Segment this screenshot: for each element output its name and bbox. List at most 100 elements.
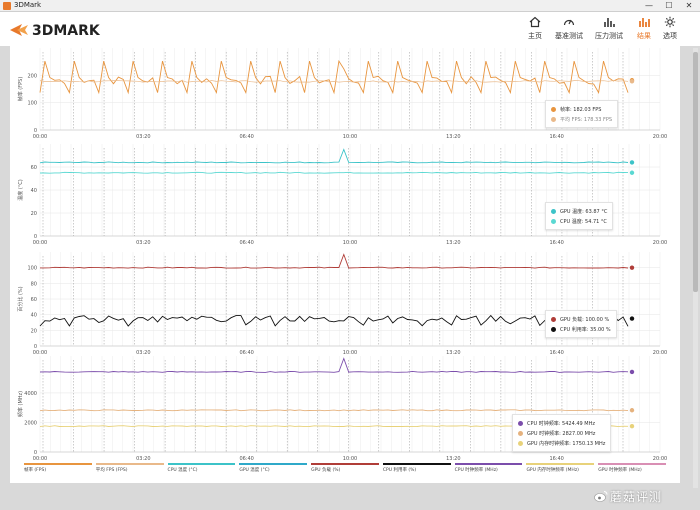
y-tick-label: 20: [31, 328, 37, 334]
x-tick-label: 00:00: [33, 456, 47, 462]
series-line-3-0: [39, 357, 629, 373]
svg-text:3DMARK: 3DMARK: [32, 23, 101, 39]
x-tick-label: 13:20: [446, 456, 460, 462]
nav-home[interactable]: 主页: [520, 16, 550, 46]
legend-row: GPU 温度: 63.87 °C: [551, 206, 607, 216]
series-end-point: [629, 316, 635, 321]
nav-stress-tests-label: 压力测试: [595, 32, 623, 40]
app-header: 3DMARK 主页 基准测试 压力测试 结果 选项: [0, 12, 700, 46]
maximize-button[interactable]: ☐: [665, 1, 673, 10]
x-tick-label: 03:20: [136, 240, 150, 246]
series-line-0-0: [39, 59, 629, 95]
series-legend-label: GPU 负载 (%): [311, 468, 341, 473]
legend-dot: [518, 440, 523, 446]
x-tick-label: 03:20: [136, 456, 150, 462]
x-tick-label: 20:00: [653, 240, 667, 246]
title-bar: 3DMark — ☐ ✕: [0, 0, 700, 12]
nav-options[interactable]: 选项: [655, 16, 685, 46]
y-tick-label: 60: [31, 165, 37, 171]
nav-benchmarks[interactable]: 基准测试: [554, 16, 584, 46]
bar-chart-icon: [604, 18, 615, 27]
series-legend-item[interactable]: CPU 温度 (°C): [167, 463, 236, 477]
series-end-point: [629, 408, 635, 413]
series-legend-item[interactable]: 帧率 (FPS): [24, 463, 92, 477]
legend-dot: [551, 316, 556, 322]
y-tick-label: 4000: [24, 391, 37, 397]
series-legend-item[interactable]: GPU 负载 (%): [311, 463, 379, 477]
x-tick-label: 10:00: [343, 350, 357, 356]
x-tick-label: 06:40: [239, 456, 253, 462]
series-legend-swatch: [598, 463, 666, 465]
watermark: 蘑菇评测: [610, 490, 663, 504]
series-legend-swatch: [95, 463, 164, 465]
x-tick-label: 10:00: [343, 240, 357, 246]
series-end-point: [629, 369, 635, 375]
3dmark-logo[interactable]: 3DMARK: [8, 19, 118, 41]
x-tick-label: 10:00: [343, 134, 357, 140]
scrollbar-thumb[interactable]: [693, 52, 698, 292]
x-tick-label: 06:40: [239, 240, 253, 246]
legend-dot: [551, 218, 556, 224]
y-tick-label: 200: [27, 73, 37, 79]
legend-dot: [518, 430, 523, 436]
x-tick-label: 20:00: [653, 134, 667, 140]
nav-options-label: 选项: [663, 32, 677, 40]
x-tick-label: 00:00: [33, 134, 47, 140]
series-line-1-1: [40, 171, 629, 174]
app-icon: [3, 2, 11, 10]
y-tick-label: 0: [34, 450, 37, 456]
legend-row: GPU 时钟频率: 2827.00 MHz: [518, 428, 605, 438]
series-line-2-0: [40, 253, 629, 269]
chart-panel-1: 0 20 40 60 温度 (°C) 00:00 03:20 06:40 10:00 13:20 1…: [17, 144, 667, 246]
legend-row: GPU 内存时钟频率: 1750.13 MHz: [518, 438, 605, 448]
series-legend-item[interactable]: GPU 温度 (°C): [239, 463, 308, 477]
legend-dot: [551, 116, 556, 122]
y-tick-label: 60: [31, 297, 37, 303]
x-tick-label: 16:40: [549, 240, 563, 246]
series-legend-swatch: [526, 463, 595, 465]
series-legend-swatch: [311, 463, 379, 465]
legend-row: GPU 负载: 100.00 %: [551, 314, 611, 324]
series-legend-label: CPU 温度 (°C): [167, 468, 198, 473]
close-button[interactable]: ✕: [685, 1, 693, 10]
legend-dot: [551, 106, 556, 112]
legend-dot: [518, 420, 523, 426]
x-tick-label: 20:00: [653, 456, 667, 462]
series-legend-item[interactable]: CPU 时钟频率 (MHz): [454, 463, 523, 477]
x-tick-label: 13:20: [446, 240, 460, 246]
nav-results[interactable]: 结果: [629, 16, 659, 46]
nav-stress-tests[interactable]: 压力测试: [594, 16, 624, 46]
series-legend-item[interactable]: CPU 利用率 (%): [382, 463, 451, 477]
x-tick-label: 03:20: [136, 350, 150, 356]
legend-value: CPU 时钟频率: 5424.49 MHz: [527, 420, 595, 427]
weibo-icon: [594, 491, 608, 502]
minimize-button[interactable]: —: [645, 1, 653, 10]
y-tick-label: 2000: [24, 420, 37, 426]
series-end-point: [629, 423, 635, 429]
legend-value: 平均 FPS: 178.33 FPS: [560, 116, 613, 123]
y-tick-label: 0: [34, 344, 37, 350]
x-tick-label: 00:00: [33, 240, 47, 246]
series-end-point: [629, 265, 635, 270]
legend-row: CPU 时钟频率: 5424.49 MHz: [518, 418, 605, 428]
value-legend-2: GPU 负载: 100.00 % CPU 利用率: 35.00 %: [545, 310, 617, 338]
nav-benchmarks-label: 基准测试: [555, 32, 583, 40]
series-legend-item[interactable]: GPU 内存时钟频率 (MHz): [526, 463, 595, 477]
window-title: 3DMark: [14, 1, 42, 9]
y-axis-label: 百分比 (%): [17, 286, 24, 311]
legend-row: CPU 利用率: 35.00 %: [551, 324, 611, 334]
legend-value: CPU 利用率: 35.00 %: [560, 326, 611, 333]
series-legend-swatch: [24, 463, 92, 465]
series-legend-label: 帧率 (FPS): [24, 468, 47, 473]
series-legend-item[interactable]: GPU 时钟频率 (MHz): [598, 463, 666, 477]
series-legend-item[interactable]: 平均 FPS (FPS): [95, 463, 164, 477]
legend-dot: [551, 326, 556, 332]
series-end-point: [629, 160, 635, 165]
y-tick-label: 0: [34, 234, 37, 240]
x-tick-label: 16:40: [549, 456, 563, 462]
legend-dot: [551, 208, 556, 214]
y-tick-label: 40: [31, 313, 37, 319]
legend-value: GPU 内存时钟频率: 1750.13 MHz: [527, 440, 606, 447]
